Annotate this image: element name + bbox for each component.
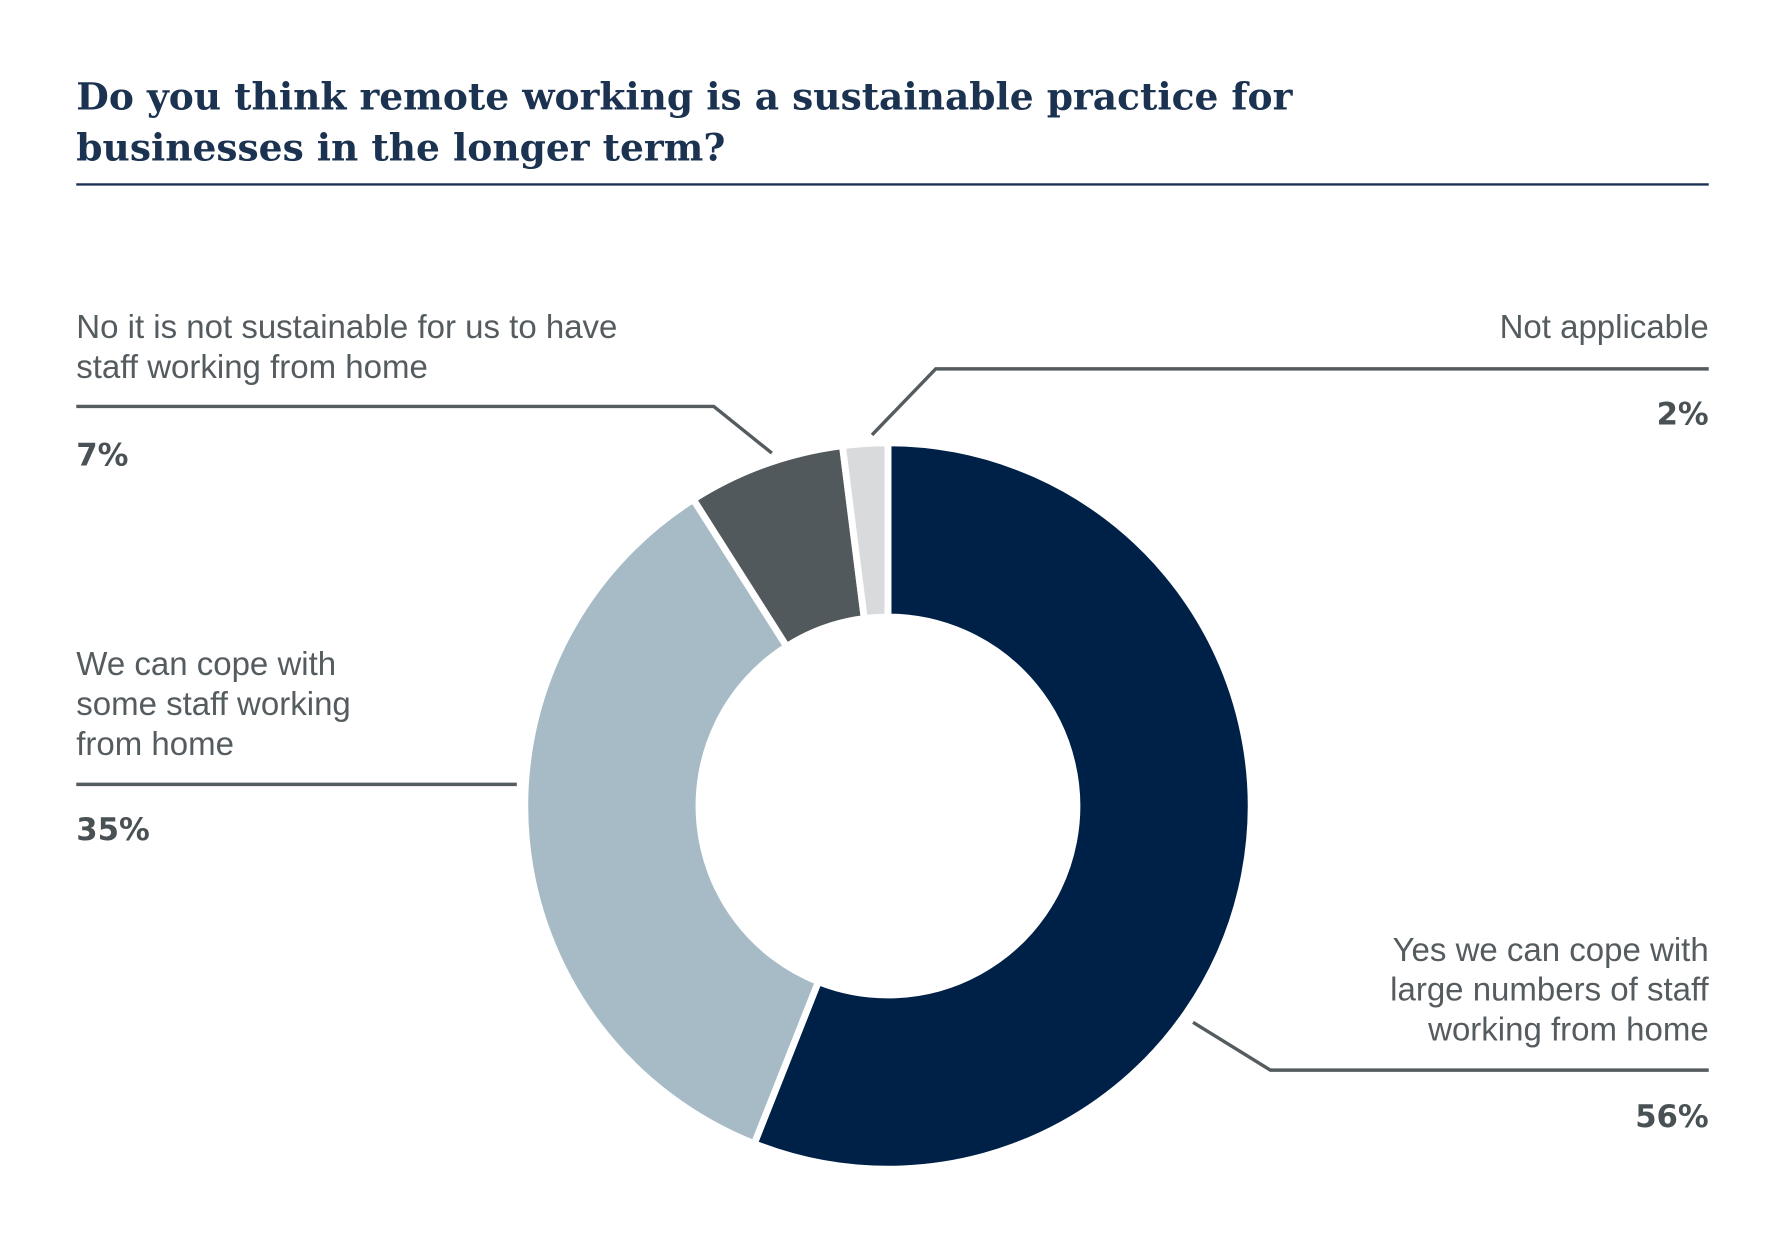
donut-slice-0 (749, 439, 1255, 1173)
leader-large-numbers (1192, 1020, 1709, 1072)
donut (521, 439, 1255, 1173)
pct-some-staff: 35% (76, 812, 150, 848)
chart-title-line-2: businesses in the longer term? (76, 126, 725, 170)
label-some-staff-line-2: some staff working (76, 685, 351, 722)
pct-not-applicable: 2% (1657, 397, 1709, 433)
donut-slice-3 (838, 439, 892, 623)
label-some-staff-line-1: We can cope with (76, 645, 336, 682)
label-not-sustainable-line-1: No it is not sustainable for us to have (76, 308, 617, 345)
label-large-numbers-line-2: large numbers of staff (1390, 971, 1709, 1008)
pct-large-numbers: 56% (1635, 1099, 1709, 1135)
donut-slice-1 (521, 494, 823, 1149)
label-large-numbers-line-3: working from home (1427, 1011, 1709, 1048)
chart-title-line-1: Do you think remote working is a sustain… (76, 74, 1293, 118)
label-not-sustainable-line-2: staff working from home (76, 348, 428, 385)
label-not-applicable: Not applicable (1500, 308, 1709, 345)
label-some-staff-line-3: from home (76, 725, 234, 762)
pct-not-sustainable: 7% (76, 438, 128, 474)
label-large-numbers-line-1: Yes we can cope with (1393, 931, 1709, 968)
leader-not-applicable (870, 367, 1709, 437)
leader-not-sustainable (76, 404, 773, 455)
